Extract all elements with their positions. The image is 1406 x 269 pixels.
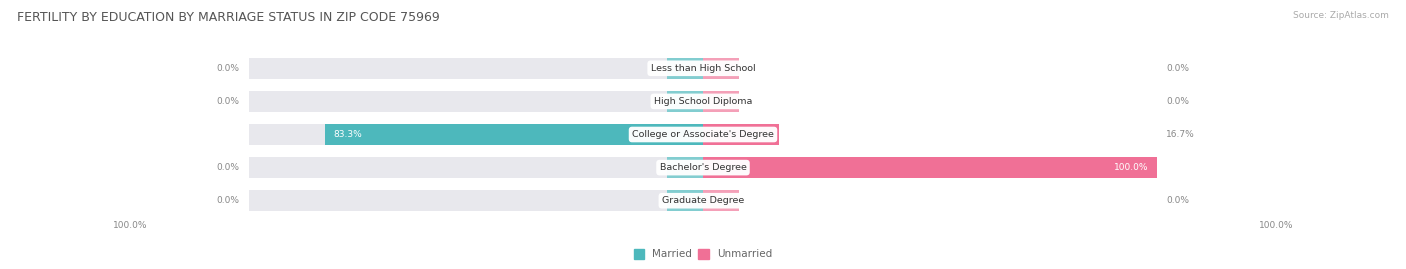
Text: 83.3%: 83.3% [333, 130, 363, 139]
Text: 0.0%: 0.0% [217, 97, 239, 106]
Bar [703, 124, 779, 145]
Bar [325, 124, 703, 145]
Text: 16.7%: 16.7% [1167, 130, 1195, 139]
Text: Bachelor's Degree: Bachelor's Degree [659, 163, 747, 172]
Text: 100.0%: 100.0% [1114, 163, 1149, 172]
Bar [249, 190, 703, 211]
Text: 0.0%: 0.0% [217, 163, 239, 172]
Bar [249, 58, 703, 79]
Text: Source: ZipAtlas.com: Source: ZipAtlas.com [1294, 11, 1389, 20]
Text: Less than High School: Less than High School [651, 64, 755, 73]
Legend: Married, Unmarried: Married, Unmarried [630, 245, 776, 264]
Bar [666, 157, 703, 178]
Bar [703, 91, 740, 112]
Bar [703, 58, 740, 79]
Text: 0.0%: 0.0% [217, 196, 239, 205]
Bar [703, 157, 1157, 178]
Text: 0.0%: 0.0% [1167, 97, 1189, 106]
Bar [249, 91, 703, 112]
Bar [703, 190, 740, 211]
Bar [666, 190, 703, 211]
Bar [249, 157, 703, 178]
Text: FERTILITY BY EDUCATION BY MARRIAGE STATUS IN ZIP CODE 75969: FERTILITY BY EDUCATION BY MARRIAGE STATU… [17, 11, 440, 24]
Bar [666, 91, 703, 112]
Text: 0.0%: 0.0% [1167, 64, 1189, 73]
Text: High School Diploma: High School Diploma [654, 97, 752, 106]
Text: 100.0%: 100.0% [1258, 221, 1294, 230]
Text: 0.0%: 0.0% [1167, 196, 1189, 205]
Bar [666, 58, 703, 79]
Bar [249, 124, 703, 145]
Text: College or Associate's Degree: College or Associate's Degree [633, 130, 773, 139]
Text: 100.0%: 100.0% [112, 221, 148, 230]
Text: Graduate Degree: Graduate Degree [662, 196, 744, 205]
Text: 0.0%: 0.0% [217, 64, 239, 73]
